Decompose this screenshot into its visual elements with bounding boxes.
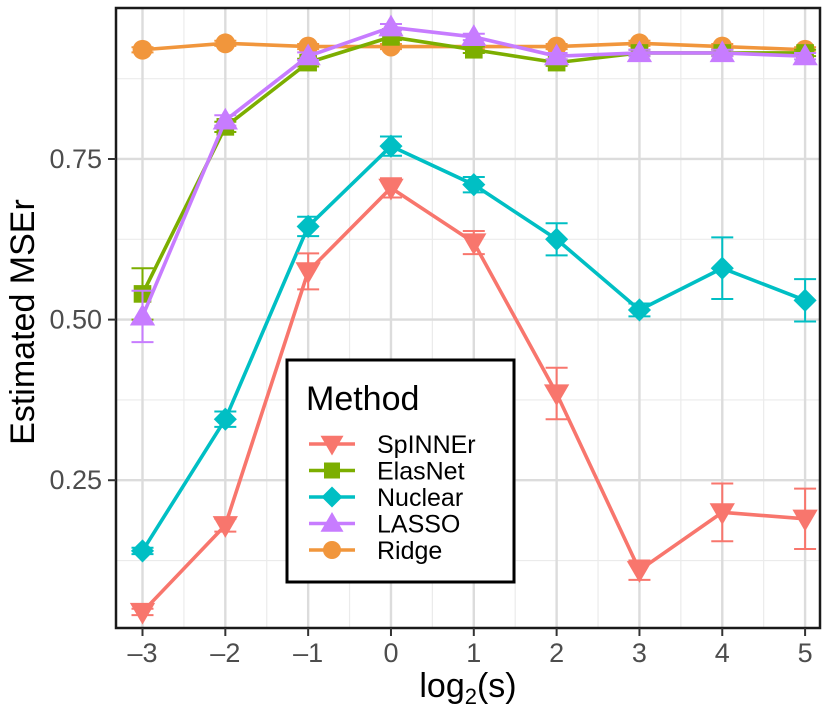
data-point	[212, 516, 238, 538]
x-tick-label: –2	[210, 638, 240, 668]
data-point	[130, 539, 155, 563]
x-tick-label: 2	[549, 638, 564, 668]
x-tick-label: –3	[127, 638, 157, 668]
y-tick-label: 0.75	[49, 144, 102, 174]
x-tick-label: –1	[293, 638, 323, 668]
x-axis-title-tail: (s)	[477, 667, 517, 705]
data-point	[379, 134, 403, 158]
legend-item-nuclear: Nuclear	[309, 484, 463, 512]
x-axis-title-sub: 2	[465, 684, 477, 709]
x-axis-title: log2(s)	[419, 667, 516, 709]
data-point	[215, 33, 236, 54]
y-tick-label: 0.50	[49, 305, 102, 335]
data-point	[378, 14, 404, 37]
data-point	[626, 40, 653, 63]
x-tick-label: 4	[715, 638, 730, 668]
data-point	[129, 303, 156, 326]
legend-label: Ridge	[377, 537, 442, 565]
data-point	[543, 384, 570, 407]
x-tick-label: 5	[798, 638, 813, 668]
legend-key-marker	[321, 486, 343, 508]
series-lasso	[129, 14, 818, 344]
y-axis-title: Estimated MSEr	[4, 199, 42, 445]
legend-key-marker	[320, 435, 344, 456]
data-point	[212, 107, 238, 130]
data-point	[132, 39, 153, 60]
data-point	[709, 40, 735, 63]
legend-key-marker	[324, 462, 340, 479]
data-point	[792, 509, 818, 532]
data-point	[295, 262, 321, 285]
data-point	[627, 298, 651, 322]
data-point	[709, 503, 735, 526]
y-axis: 0.25 0.50 0.75	[49, 144, 116, 495]
data-point	[378, 178, 404, 201]
y-tick-label: 0.25	[49, 465, 102, 495]
data-point	[295, 43, 321, 66]
x-tick-label: 0	[383, 638, 398, 668]
legend-label: SpINNEr	[377, 431, 476, 459]
legend-label: ElasNet	[377, 458, 465, 486]
x-axis: –3 –2 –1 0 1 2 3 4 5	[127, 628, 813, 668]
data-point	[296, 214, 320, 238]
legend-item-lasso: LASSO	[309, 511, 460, 539]
data-point	[461, 24, 487, 47]
data-point	[129, 602, 156, 625]
panel-border	[114, 6, 822, 630]
data-point	[213, 407, 237, 431]
x-axis-title-main: log	[419, 667, 464, 705]
legend-item-spinner: SpINNEr	[309, 431, 476, 459]
data-point	[461, 233, 487, 256]
legend-item-ridge: Ridge	[309, 537, 442, 565]
data-point	[462, 173, 486, 197]
legend-item-elasnet: ElasNet	[309, 458, 465, 486]
data-point	[543, 43, 570, 66]
legend-label: Nuclear	[377, 484, 463, 512]
series-spinner	[129, 177, 818, 625]
x-tick-label: 1	[466, 638, 481, 668]
series-layer	[129, 14, 818, 625]
data-point	[710, 256, 734, 280]
legend-title: Method	[306, 380, 419, 418]
x-tick-label: 3	[632, 638, 647, 668]
legend-label: LASSO	[377, 511, 460, 539]
data-point	[545, 227, 569, 251]
series-nuclear	[130, 134, 817, 563]
legend-key-marker	[323, 541, 341, 559]
data-point	[792, 43, 818, 66]
data-point	[793, 288, 817, 312]
data-point	[626, 561, 653, 583]
legend-key-marker	[320, 512, 344, 532]
